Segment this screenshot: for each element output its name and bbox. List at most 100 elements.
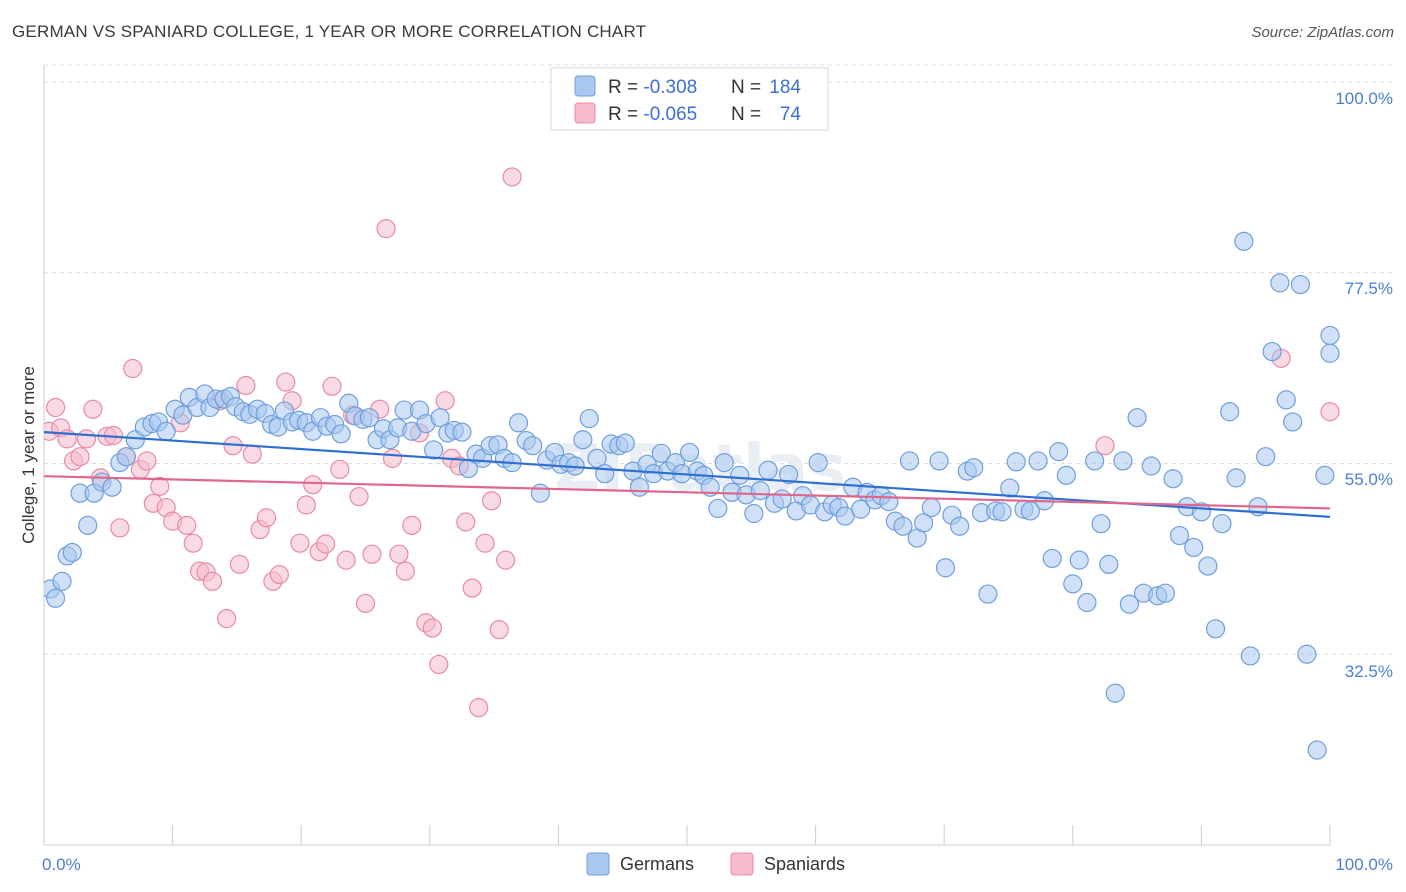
german-point-68	[523, 436, 543, 456]
german-point-120	[893, 516, 913, 536]
spaniard-point-70	[502, 167, 522, 187]
german-point-86	[651, 443, 671, 463]
german-point-1	[45, 588, 66, 608]
bottom-swatch-spaniards	[730, 852, 754, 876]
x-tick-label-100: 100.0%	[1335, 855, 1393, 874]
spaniard-point-71	[1095, 436, 1115, 456]
spaniard-point-11	[110, 518, 130, 538]
german-point-76	[579, 408, 599, 429]
german-point-94	[708, 498, 728, 519]
y-tick-label-77: 77.5%	[1345, 279, 1393, 298]
bottom-legend-germans: Germans	[620, 854, 694, 874]
german-point-161	[1184, 537, 1204, 558]
spaniard-point-30	[236, 375, 256, 396]
spaniard-point-25	[202, 571, 223, 591]
german-point-141	[1042, 548, 1062, 569]
german-point-169	[1240, 646, 1260, 666]
spaniard-point-35	[269, 564, 289, 585]
spaniard-point-21	[177, 515, 197, 535]
german-point-101	[758, 460, 778, 480]
german-point-158	[1163, 469, 1183, 489]
german-point-69	[530, 483, 550, 503]
german-point-66	[508, 413, 529, 433]
svg-text:R = -0.065: R = -0.065	[608, 104, 697, 125]
spaniard-point-36	[276, 372, 296, 392]
german-point-135	[1000, 478, 1020, 498]
spaniard-point-38	[290, 533, 310, 553]
legend-n-value-1: 74	[780, 104, 802, 125]
chart-title: GERMAN VS SPANIARD COLLEGE, 1 YEAR OR MO…	[12, 22, 647, 41]
german-point-78	[595, 464, 615, 484]
german-point-159	[1169, 525, 1190, 546]
y-tick-label-100: 100.0%	[1335, 89, 1393, 108]
legend-swatch-germans	[574, 75, 596, 97]
german-point-136	[1006, 452, 1026, 472]
german-point-125	[929, 451, 949, 471]
german-point-143	[1056, 465, 1076, 485]
spaniard-point-5	[70, 447, 90, 467]
bottom-legend: Germans Spaniards	[586, 852, 845, 876]
german-point-97	[730, 465, 750, 485]
spaniard-point-47	[349, 486, 369, 507]
spaniard-point-52	[382, 448, 403, 468]
german-point-175	[1283, 412, 1303, 432]
german-point-95	[714, 453, 734, 473]
spaniard-point-60	[435, 391, 455, 411]
spaniard-point-64	[462, 578, 482, 598]
german-point-75	[573, 430, 593, 450]
german-point-179	[1315, 465, 1335, 485]
scatter-points	[44, 167, 1340, 760]
german-point-128	[950, 516, 970, 536]
german-point-6	[78, 515, 98, 535]
german-point-157	[1155, 583, 1175, 603]
german-point-121	[899, 451, 920, 471]
german-point-134	[992, 502, 1012, 522]
german-point-99	[744, 503, 764, 524]
german-point-118	[879, 492, 899, 512]
x-tick-label-0: 0.0%	[42, 855, 81, 874]
german-point-41	[331, 424, 351, 444]
spaniard-point-51	[376, 219, 396, 239]
bottom-legend-spaniards: Spaniards	[764, 854, 845, 874]
german-point-130	[964, 458, 984, 478]
german-point-151	[1113, 451, 1133, 471]
y-tick-label-55: 55.0%	[1345, 470, 1393, 489]
spaniard-point-48	[355, 593, 376, 613]
german-point-173	[1270, 273, 1290, 293]
german-point-11	[116, 447, 136, 467]
spaniard-point-68	[489, 620, 509, 640]
german-point-181	[1320, 325, 1340, 346]
spaniard-point-55	[402, 515, 422, 535]
german-point-124	[921, 497, 941, 518]
german-point-132	[978, 584, 998, 604]
german-point-58	[452, 422, 472, 442]
spaniard-point-63	[456, 512, 476, 532]
spaniard-point-13	[123, 358, 143, 379]
legend-r-label-0: R =	[608, 77, 643, 98]
top-legend: R = -0.308 N = 184 R = -0.065 N = 74	[550, 67, 829, 131]
spaniard-point-15	[137, 451, 157, 471]
legend-r-value-1: -0.065	[643, 104, 697, 125]
german-point-145	[1069, 550, 1089, 570]
german-point-4	[62, 542, 82, 563]
german-point-149	[1099, 554, 1119, 574]
spaniard-point-49	[362, 544, 382, 564]
spaniard-point-17	[150, 476, 170, 496]
german-point-104	[778, 464, 799, 485]
spaniard-point-7	[83, 399, 103, 419]
german-point-9	[102, 477, 122, 497]
spaniard-point-33	[256, 508, 277, 528]
german-point-123	[914, 513, 934, 533]
german-point-2	[52, 571, 72, 591]
german-point-108	[808, 453, 828, 473]
spaniard-point-73	[1320, 402, 1340, 422]
legend-n-label-1: N =	[731, 104, 761, 125]
spaniard-point-53	[389, 544, 409, 564]
german-point-83	[629, 477, 650, 497]
spaniard-point-59	[429, 654, 449, 675]
spaniard-point-31	[242, 444, 262, 464]
german-point-54	[424, 440, 444, 460]
legend-r-value-0: -0.308	[643, 77, 697, 98]
german-point-165	[1212, 514, 1232, 534]
